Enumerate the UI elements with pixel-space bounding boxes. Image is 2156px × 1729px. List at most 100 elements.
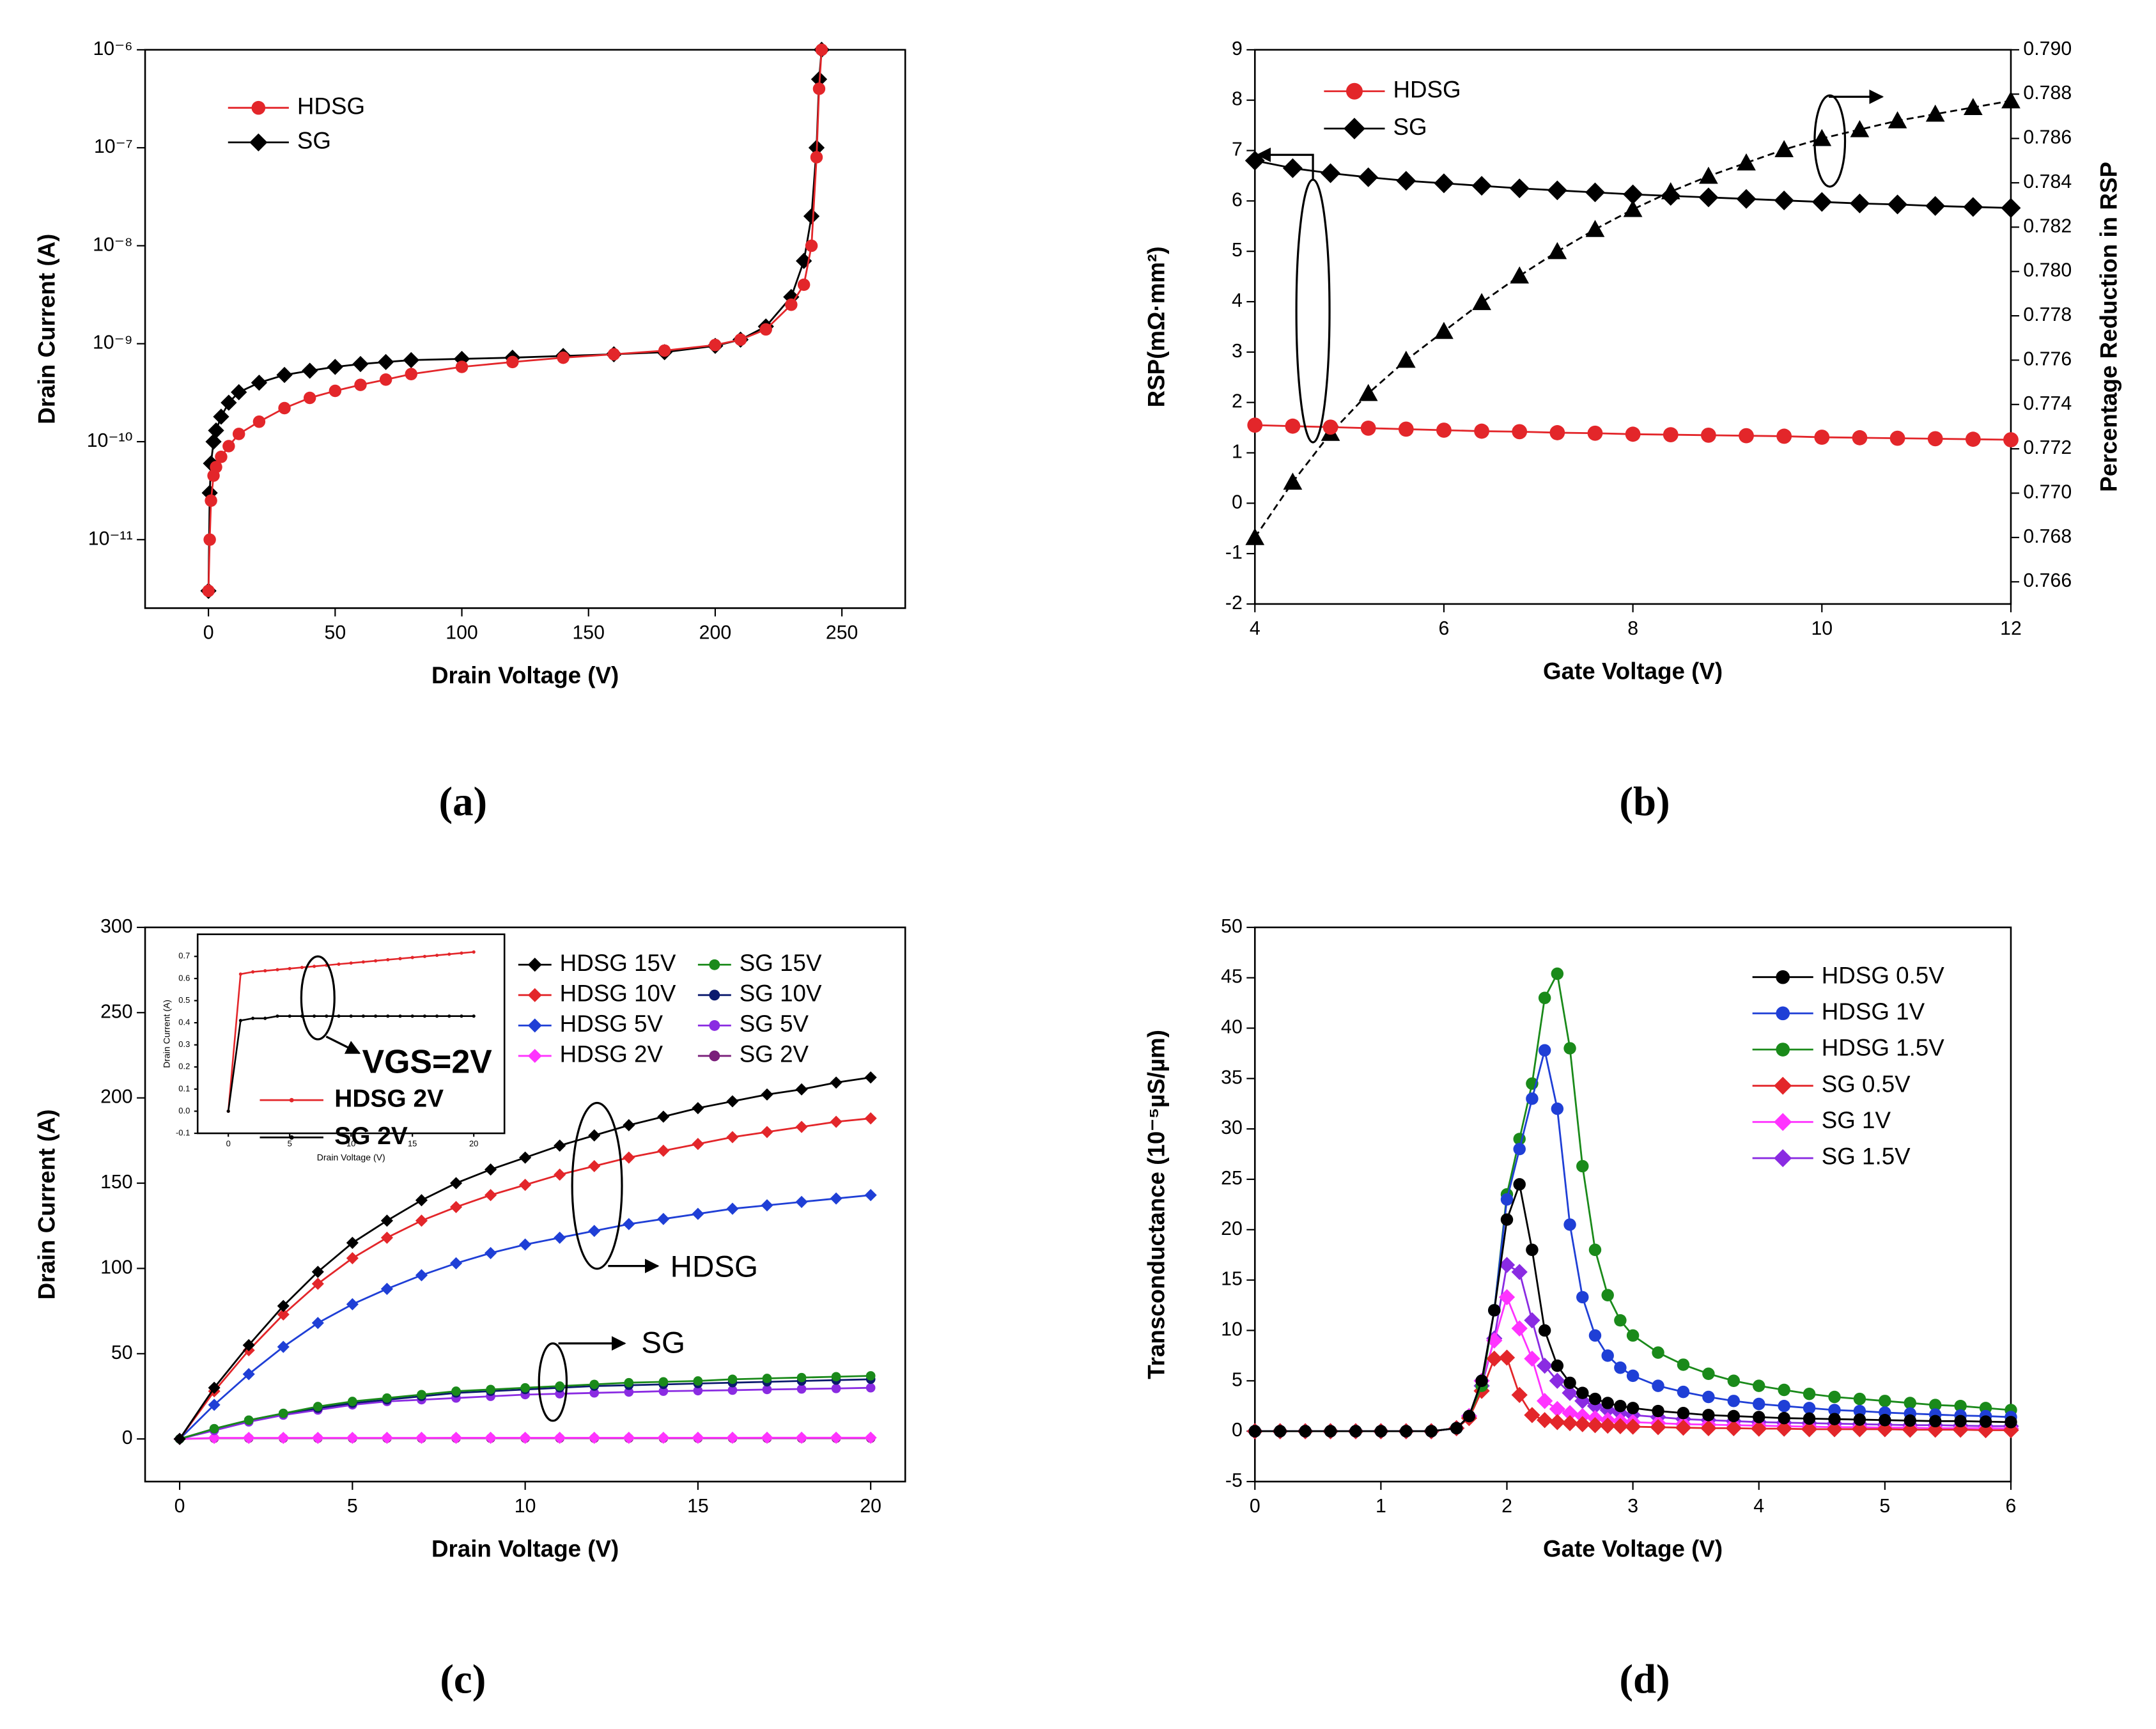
- y-tick-label: 0.6: [178, 973, 190, 982]
- marker: [1774, 1149, 1792, 1168]
- marker: [1549, 1372, 1565, 1389]
- marker: [1812, 128, 1832, 146]
- y-axis-label: Drain Current (A): [33, 234, 59, 424]
- marker: [1510, 266, 1530, 284]
- marker: [1462, 1409, 1476, 1423]
- marker: [1850, 120, 1870, 137]
- marker: [865, 1371, 876, 1381]
- marker: [1954, 1415, 1967, 1428]
- marker: [202, 584, 215, 598]
- inset-x-label: Drain Voltage (V): [317, 1152, 385, 1163]
- marker: [810, 151, 823, 164]
- marker: [1877, 1421, 1893, 1438]
- marker: [1576, 1386, 1589, 1399]
- y-tick-label: -5: [1225, 1470, 1243, 1491]
- marker: [380, 1282, 393, 1296]
- marker: [252, 415, 266, 428]
- y-tick-label: 7: [1232, 139, 1243, 160]
- marker: [1904, 1414, 1917, 1427]
- marker: [1562, 1415, 1578, 1432]
- marker: [1801, 1421, 1818, 1438]
- marker: [1776, 428, 1792, 444]
- marker: [1563, 1376, 1576, 1390]
- marker: [201, 485, 218, 501]
- marker: [795, 1195, 808, 1208]
- marker: [727, 1374, 738, 1384]
- marker: [607, 348, 621, 361]
- legend-label: HDSG 1.5V: [1822, 1035, 1944, 1061]
- marker: [1725, 1420, 1742, 1437]
- marker: [519, 1238, 532, 1251]
- marker: [657, 1110, 670, 1123]
- marker: [692, 1207, 704, 1220]
- marker: [762, 1374, 772, 1383]
- marker: [277, 1299, 290, 1312]
- marker: [1925, 104, 1945, 122]
- marker: [251, 100, 266, 115]
- y-tick-label: 0.2: [178, 1062, 190, 1071]
- marker: [726, 1131, 739, 1144]
- marker: [208, 1399, 221, 1411]
- marker: [1551, 967, 1564, 981]
- marker: [415, 1269, 428, 1282]
- y-tick-label: 9: [1232, 38, 1243, 59]
- marker: [1853, 1413, 1866, 1426]
- legend-label: HDSG 2V: [560, 1041, 663, 1067]
- panel-label: (d): [1619, 1656, 1670, 1702]
- y-tick-label: 50: [111, 1342, 133, 1363]
- marker: [1954, 1399, 1967, 1413]
- ellipse: [571, 1101, 623, 1270]
- y-tick-label: 15: [1221, 1269, 1243, 1290]
- marker: [449, 1257, 463, 1269]
- marker: [278, 1408, 288, 1418]
- marker: [1524, 1312, 1540, 1329]
- marker: [1739, 428, 1754, 444]
- legend-label: SG 10V: [740, 981, 822, 1007]
- marker: [1349, 1425, 1362, 1438]
- panel: 0 50 100 150 200 250 10⁻¹¹ 10⁻¹⁰ 10⁻⁹ 10⁻⁸ 10⁻⁷ 10⁻…: [33, 38, 906, 825]
- y-tick-label: 30: [1221, 1117, 1243, 1138]
- marker: [208, 422, 224, 439]
- marker: [554, 1231, 566, 1244]
- marker: [831, 1372, 841, 1382]
- marker: [251, 375, 268, 391]
- marker: [1852, 430, 1868, 446]
- legend-label: SG 2V: [740, 1041, 809, 1067]
- marker: [1511, 1320, 1528, 1337]
- marker: [1511, 1386, 1528, 1403]
- y-tick-label: 10⁻⁸: [93, 234, 132, 255]
- marker: [796, 1384, 807, 1394]
- marker: [1928, 1415, 1942, 1428]
- y-tick-label: 40: [1221, 1017, 1243, 1038]
- marker: [1774, 140, 1794, 157]
- marker: [554, 1139, 566, 1152]
- y-tick-label: 0.4: [178, 1017, 190, 1027]
- marker: [1273, 1425, 1287, 1438]
- marker: [1700, 427, 1716, 443]
- marker: [519, 1179, 532, 1191]
- marker: [588, 1129, 601, 1142]
- x-tick-label: 0: [203, 623, 214, 644]
- marker: [761, 1088, 773, 1101]
- marker: [1778, 1399, 1790, 1413]
- marker: [1547, 180, 1567, 201]
- y-tick-label: 0.5: [178, 995, 190, 1005]
- marker: [693, 1376, 703, 1386]
- arrow: [1256, 147, 1314, 180]
- marker: [527, 1018, 542, 1033]
- marker: [1814, 430, 1830, 445]
- y-tick-label: 20: [1221, 1218, 1243, 1239]
- marker: [657, 1144, 670, 1157]
- marker: [415, 1214, 428, 1227]
- x-tick-label: 6: [1439, 618, 1450, 639]
- marker: [1434, 322, 1454, 339]
- y-tick-label: 10⁻⁹: [93, 332, 133, 353]
- marker: [519, 1431, 532, 1444]
- marker: [1614, 1314, 1627, 1327]
- marker: [1587, 425, 1603, 441]
- inset-legend-label: HDSG 2V: [334, 1085, 444, 1112]
- y-tick-label: 3: [1232, 341, 1243, 362]
- marker: [455, 361, 469, 373]
- marker: [1702, 1367, 1715, 1380]
